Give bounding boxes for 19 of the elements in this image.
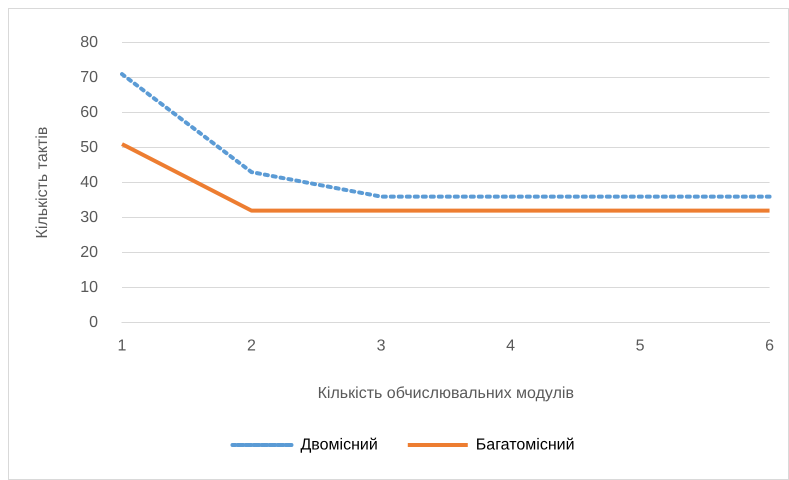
x-tick-label: 3: [376, 338, 386, 355]
y-tick-label: 80: [80, 34, 98, 52]
x-tick-label: 5: [636, 338, 645, 355]
y-tick-label: 50: [80, 139, 98, 156]
x-tick-label: 2: [247, 338, 256, 355]
y-tick-label: 0: [89, 314, 98, 332]
x-tick-label: 1: [118, 338, 127, 355]
y-tick-label: 60: [80, 104, 98, 122]
y-tick-label: 30: [80, 209, 98, 226]
y-tick-label: 70: [80, 69, 98, 86]
y-tick-label: 40: [80, 174, 98, 192]
y-tick-label: 20: [80, 244, 98, 262]
x-tick-label: 6: [765, 338, 774, 355]
y-axis-title: Кількість тактів: [34, 126, 52, 239]
y-tick-label: 10: [80, 279, 98, 296]
x-axis-title: Кількість обчислювальних модулів: [318, 384, 574, 402]
x-tick-label: 4: [506, 338, 516, 355]
legend-label: Двомісний: [300, 436, 378, 454]
legend-label: Багатомісний: [476, 436, 575, 454]
